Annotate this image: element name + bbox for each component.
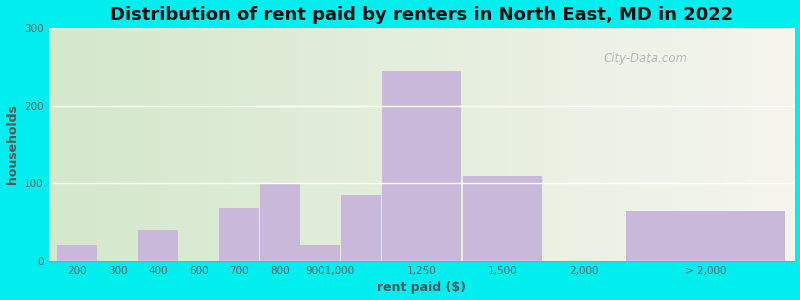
Title: Distribution of rent paid by renters in North East, MD in 2022: Distribution of rent paid by renters in …: [110, 6, 733, 24]
Bar: [626, 211, 785, 261]
Text: City-Data.com: City-Data.com: [603, 52, 687, 65]
Bar: [341, 195, 381, 261]
Bar: [219, 208, 259, 261]
Bar: [57, 245, 97, 261]
Bar: [463, 176, 542, 261]
Y-axis label: households: households: [6, 104, 18, 184]
Bar: [138, 230, 178, 261]
X-axis label: rent paid ($): rent paid ($): [377, 281, 466, 294]
Bar: [382, 70, 462, 261]
Bar: [300, 245, 340, 261]
Bar: [260, 183, 299, 261]
